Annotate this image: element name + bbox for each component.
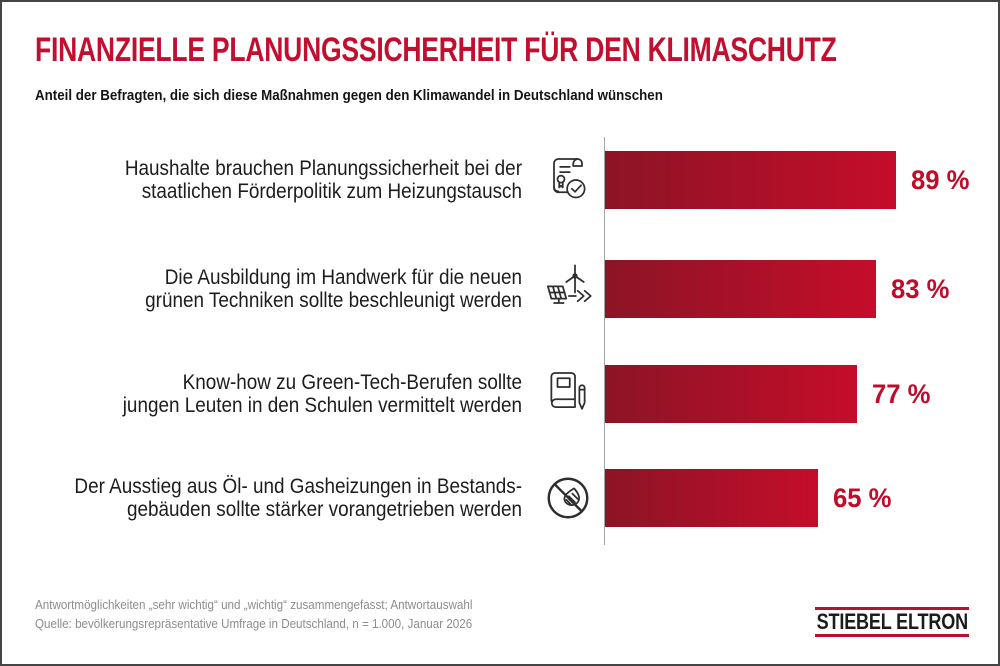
chart-row: Know-how zu Green-Tech-Berufen sollte ju… — [2, 365, 998, 423]
row-label-line1: Know-how zu Green-Tech-Berufen sollte — [182, 371, 523, 394]
source-note: Quelle: bevölkerungsrepräsentative Umfra… — [35, 617, 473, 631]
bar-value-label: 65 % — [833, 483, 892, 513]
bar-value-label: 77 % — [872, 379, 931, 409]
chart-row: Der Ausstieg aus Öl- und Gasheizungen in… — [2, 469, 998, 527]
bar-value-label: 89 % — [911, 165, 970, 195]
row-label-line1: Die Ausbildung im Handwerk für die neuen — [164, 266, 522, 289]
row-label: Know-how zu Green-Tech-Berufen sollte ju… — [54, 371, 522, 417]
footnote: Antwortmöglichkeiten „sehr wichtig“ und … — [35, 598, 473, 612]
row-label: Die Ausbildung im Handwerk für die neuen… — [54, 266, 522, 312]
bar — [605, 365, 857, 423]
bar-value-label: 83 % — [891, 274, 950, 304]
row-label: Haushalte brauchen Planungssicherheit be… — [54, 157, 522, 203]
stiebel-eltron-logo: STIEBEL ELTRON — [815, 607, 969, 637]
book-pencil-icon — [539, 365, 597, 423]
page-subtitle: Anteil der Befragten, die sich diese Maß… — [35, 88, 663, 104]
chart-row: Die Ausbildung im Handwerk für die neuen… — [2, 260, 998, 318]
row-label-line1: Haushalte brauchen Planungssicherheit be… — [124, 157, 522, 180]
row-label-line2: staatlichen Förderpolitik zum Heizungsta… — [141, 180, 522, 203]
page-title: FINANZIELLE PLANUNGSSICHERHEIT FÜR DEN K… — [35, 31, 837, 69]
green-tech-icon — [539, 260, 597, 318]
bar — [605, 469, 818, 527]
row-label-line1: Der Ausstieg aus Öl- und Gasheizungen in… — [74, 475, 523, 498]
row-label-line2: jungen Leuten in den Schulen vermittelt … — [122, 394, 523, 417]
row-label-line2: grünen Techniken sollte beschleunigt wer… — [145, 289, 522, 312]
row-label-line2: gebäuden sollte stärker vorangetrieben w… — [126, 498, 522, 521]
row-label: Der Ausstieg aus Öl- und Gasheizungen in… — [54, 475, 522, 521]
no-oil-icon — [539, 469, 597, 527]
chart-row: Haushalte brauchen Planungssicherheit be… — [2, 151, 998, 209]
logo-text: STIEBEL ELTRON — [816, 609, 968, 634]
bar — [605, 151, 896, 209]
certificate-check-icon — [539, 151, 597, 209]
chart-axis-line — [604, 137, 605, 545]
bar — [605, 260, 876, 318]
